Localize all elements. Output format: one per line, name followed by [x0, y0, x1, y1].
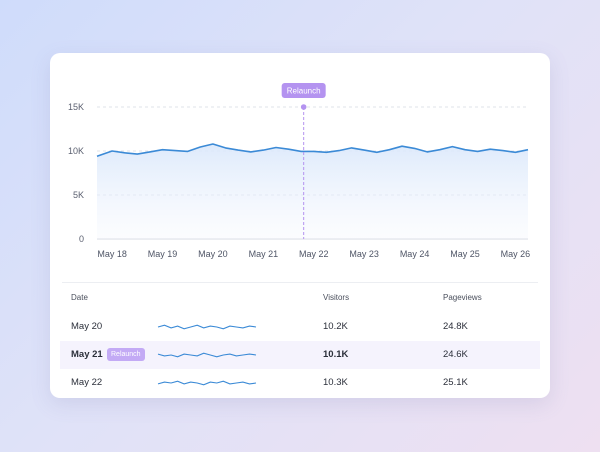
y-tick-label: 5K [73, 190, 84, 200]
visitors-sparkline [157, 352, 257, 358]
chart-area-fill [97, 144, 528, 239]
traffic-chart: 0 5K 10K 15K May 18 May 19 May 20 May 21 May 22… [68, 83, 531, 259]
x-tick-label: May 24 [400, 249, 430, 259]
date-column-header: Date [71, 293, 88, 302]
y-tick-label: 10K [68, 146, 84, 156]
visitors-sparkline [157, 324, 257, 330]
x-tick-label: May 21 [249, 249, 279, 259]
table-row[interactable]: May 20 10.2K 24.8K [50, 313, 550, 341]
row-date: May 20 [71, 321, 103, 332]
x-tick-label: May 22 [299, 249, 329, 259]
table-row[interactable]: May 22 10.3K 25.1K [50, 369, 550, 397]
row-pageviews: 25.1K [443, 377, 468, 388]
x-tick-label: May 26 [501, 249, 531, 259]
row-visitors: 10.3K [323, 377, 348, 388]
sparkline-path [157, 380, 257, 386]
x-tick-label: May 25 [450, 249, 480, 259]
row-date: May 21 [71, 349, 103, 360]
annotation-marker-dot [300, 104, 307, 110]
row-pageviews: 24.8K [443, 321, 468, 332]
row-visitors: 10.1K [323, 349, 349, 360]
visitors-sparkline [157, 380, 257, 386]
section-divider [62, 282, 538, 283]
sparkline-path [157, 352, 257, 358]
y-tick-label: 0 [79, 234, 84, 244]
annotation-label-box [281, 83, 326, 98]
row-pageviews: 24.6K [443, 349, 468, 360]
row-date: May 22 [71, 377, 103, 388]
visitors-line [96, 143, 529, 158]
daily-table: Date Visitors Pageviews May 20 10.2K 24.… [50, 283, 550, 397]
y-tick-label: 15K [68, 102, 84, 112]
annotation-label: Relaunch [287, 87, 321, 96]
relaunch-badge: Relaunch [107, 348, 145, 361]
row-visitors: 10.2K [323, 321, 348, 332]
pageviews-column-header: Pageviews [443, 293, 482, 302]
x-tick-label: May 18 [97, 249, 127, 259]
x-tick-label: May 23 [349, 249, 379, 259]
x-tick-label: May 20 [198, 249, 228, 259]
sparkline-path [157, 324, 257, 330]
visitors-column-header: Visitors [323, 293, 350, 302]
analytics-card: 0 5K 10K 15K May 18 May 19 May 20 May 21 May 22… [50, 53, 550, 398]
table-row-highlighted[interactable]: May 21 Relaunch 10.1K 24.6K [60, 341, 540, 369]
x-tick-label: May 19 [148, 249, 178, 259]
table-header: Date Visitors Pageviews [50, 283, 550, 313]
